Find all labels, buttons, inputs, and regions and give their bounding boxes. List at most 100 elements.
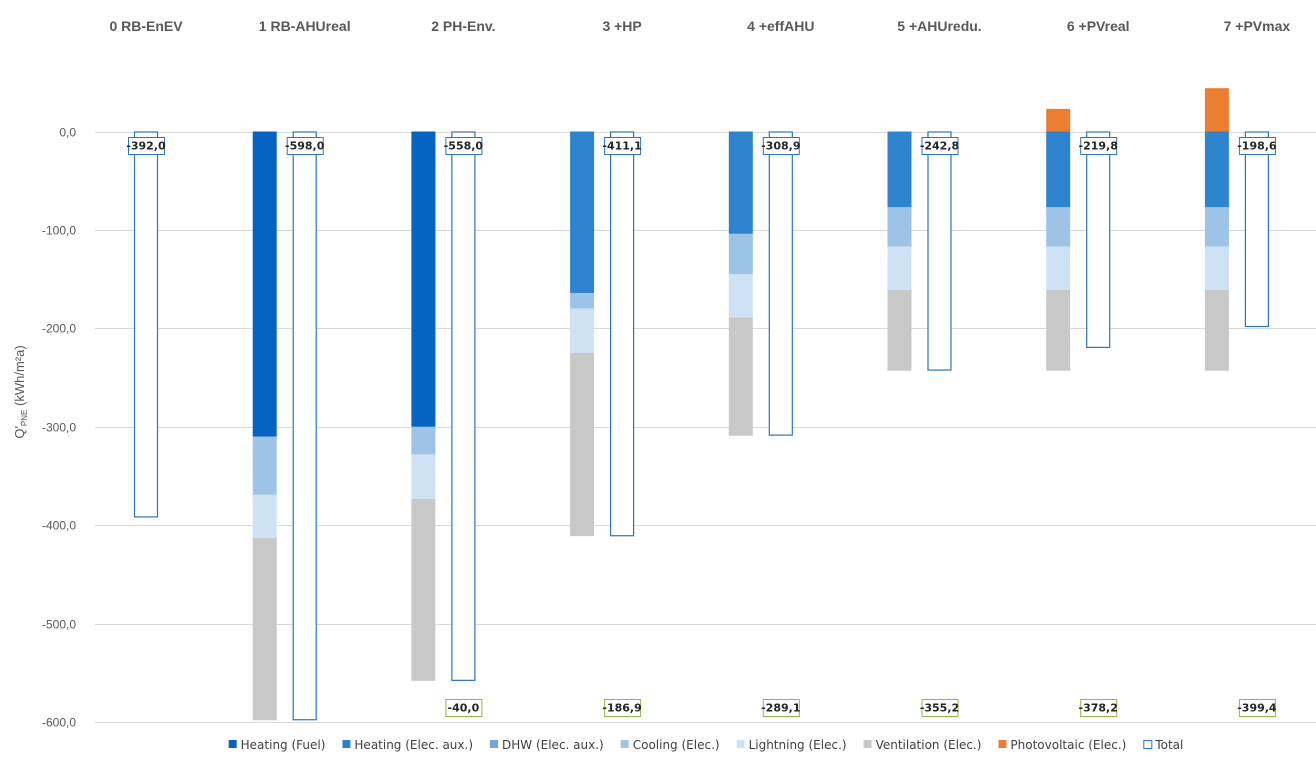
total-bar xyxy=(292,131,317,721)
legend-swatch xyxy=(228,740,237,748)
total-label-text: -598,0 xyxy=(285,140,325,153)
y-axis-title-unit: (kWh/m²a) xyxy=(12,345,27,409)
difference-label-box xyxy=(921,699,959,717)
legend-item: Lightning (Elec.) xyxy=(736,738,847,752)
bar-segment xyxy=(887,207,912,247)
legend-label: Heating (Fuel) xyxy=(241,738,326,752)
total-label-box xyxy=(604,137,642,155)
total-label: -198,6 xyxy=(1237,137,1277,155)
total-label: -308,9 xyxy=(761,137,800,155)
difference-label-text: -186,9 xyxy=(602,702,641,715)
category-label: 7 +PVmax xyxy=(1224,18,1291,34)
bar-segment xyxy=(411,498,436,681)
total-label-box xyxy=(1238,137,1276,155)
legend-swatch xyxy=(342,740,351,748)
difference-label: -186,9 xyxy=(602,699,642,717)
bar-segment xyxy=(411,131,436,427)
gridlines xyxy=(95,132,1316,723)
total-label: -558,0 xyxy=(444,137,483,155)
bar-segment xyxy=(728,131,753,234)
total-label: -242,8 xyxy=(920,137,959,155)
y-tick-label: -100,0 xyxy=(42,224,76,238)
difference-label-text: -289,1 xyxy=(761,702,800,715)
y-tick-label: -400,0 xyxy=(42,519,76,533)
y-tick-label: -600,0 xyxy=(42,716,76,730)
total-bars xyxy=(133,131,1270,721)
total-label-box xyxy=(1080,137,1118,155)
bar-segment xyxy=(570,308,595,354)
category-label: 5 +AHUredu. xyxy=(897,18,981,34)
bar-segment xyxy=(570,292,595,309)
category-label: 2 PH-Env. xyxy=(431,18,495,34)
bar-segment xyxy=(252,436,277,495)
difference-label-text: -399,4 xyxy=(1237,702,1277,715)
difference-label-box xyxy=(604,699,642,717)
category-label: 4 +effAHU xyxy=(747,18,814,34)
difference-label-box xyxy=(1080,699,1118,717)
total-bar xyxy=(609,131,635,537)
total-label-text: -392,0 xyxy=(126,140,166,153)
y-axis-title: Q'PNE (kWh/m²a) xyxy=(12,345,29,438)
total-label-box xyxy=(445,137,483,155)
bar-segment xyxy=(252,131,277,437)
bar-segment xyxy=(1046,246,1071,291)
difference-label: -289,1 xyxy=(761,699,800,717)
bar-segment xyxy=(887,246,912,291)
bar-segment xyxy=(1204,290,1229,371)
legend-label: Total xyxy=(1154,738,1183,752)
legend-item: Cooling (Elec.) xyxy=(620,738,720,752)
bar-segment xyxy=(570,353,595,537)
bar-segment xyxy=(1046,290,1071,371)
total-bar xyxy=(1086,131,1111,348)
difference-label-box xyxy=(1238,699,1276,717)
bar-segment xyxy=(728,274,753,318)
legend-label: Lightning (Elec.) xyxy=(749,738,847,752)
total-label: -219,8 xyxy=(1079,137,1118,155)
legend-label: Heating (Elec. aux.) xyxy=(354,738,473,752)
bar-segment xyxy=(1204,131,1229,208)
bar-segment xyxy=(1204,207,1229,247)
y-tick-label: 0,0 xyxy=(59,126,76,140)
bar-segment xyxy=(1046,131,1071,208)
total-bar xyxy=(451,131,476,681)
total-bar xyxy=(1244,131,1270,328)
total-label-text: -198,6 xyxy=(1237,140,1277,153)
legend-item: Heating (Elec. aux.) xyxy=(342,738,473,752)
bar-segment xyxy=(1204,88,1229,132)
legend-label: DHW (Elec. aux.) xyxy=(502,738,604,752)
bar-segment xyxy=(252,538,277,721)
legend: Heating (Fuel) Heating (Elec. aux.) DHW (E… xyxy=(228,738,1183,752)
category-label: 6 +PVreal xyxy=(1067,18,1130,34)
data-labels: -392,0 -598,0 -558,0 -411,1 -308,9 -242,8 -219… xyxy=(126,137,1277,717)
bar-segment xyxy=(1204,246,1229,291)
bar-segment xyxy=(1046,108,1071,132)
total-label-text: -411,1 xyxy=(602,140,641,153)
legend-swatch xyxy=(998,740,1007,748)
bar-segment xyxy=(411,454,436,499)
legend-item: Heating (Fuel) xyxy=(228,738,326,752)
total-label-box xyxy=(921,137,959,155)
y-tick-label: -300,0 xyxy=(42,421,76,435)
bar-segment xyxy=(887,131,912,208)
difference-label-text: -40,0 xyxy=(448,702,480,715)
category-label: 0 RB-EnEV xyxy=(109,18,183,34)
total-label-box xyxy=(128,137,165,155)
y-axis-ticks: 0,0 -100,0 -200,0 -300,0 -400,0 -500,0 -600,0 xyxy=(42,126,76,730)
difference-label-text: -378,2 xyxy=(1079,702,1118,715)
legend-swatch xyxy=(1143,740,1153,749)
category-label: 3 +HP xyxy=(602,18,641,34)
bar-segment xyxy=(887,290,912,371)
legend-item: Photovoltaic (Elec.) xyxy=(998,738,1126,752)
legend-label: Cooling (Elec.) xyxy=(633,738,720,752)
total-label: -598,0 xyxy=(285,137,325,155)
total-bar xyxy=(133,131,159,518)
bar-segment xyxy=(728,317,753,436)
difference-label: -355,2 xyxy=(920,699,959,717)
difference-label-text: -355,2 xyxy=(920,702,959,715)
bar-segment xyxy=(252,494,277,539)
total-label-text: -308,9 xyxy=(761,140,800,153)
y-axis-title-sub: PNE xyxy=(20,410,29,426)
total-label-box xyxy=(286,137,324,155)
legend-label: Photovoltaic (Elec.) xyxy=(1010,738,1126,752)
y-tick-label: -200,0 xyxy=(42,322,76,336)
